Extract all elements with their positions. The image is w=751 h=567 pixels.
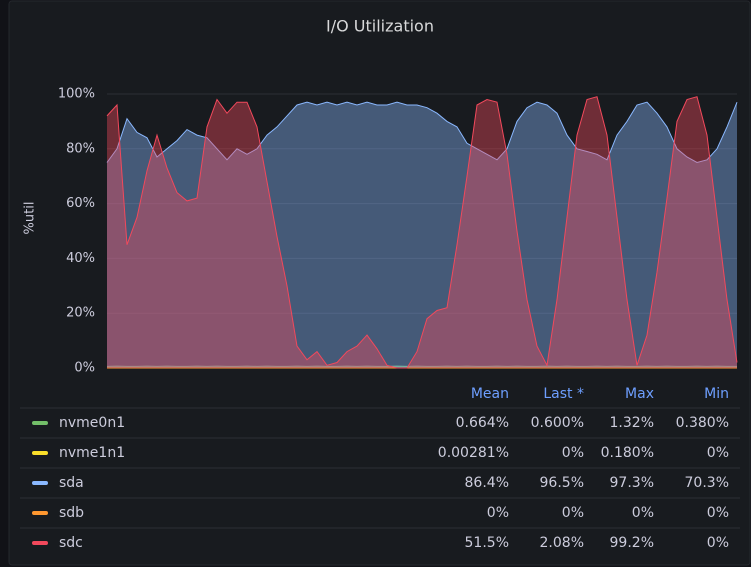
y-tick-label: 20% xyxy=(66,306,95,321)
legend-stat: 1.32% xyxy=(610,415,654,431)
legend-stat: 0.180% xyxy=(601,445,654,461)
y-tick-label: 60% xyxy=(66,196,95,211)
legend-name: sda xyxy=(59,475,84,491)
legend-stat: 86.4% xyxy=(465,475,509,491)
series-area xyxy=(107,96,737,368)
legend-swatch xyxy=(32,481,48,485)
legend-stat: 99.2% xyxy=(610,535,654,551)
legend-name: sdb xyxy=(59,505,84,521)
legend-name: nvme0n1 xyxy=(59,415,125,431)
legend-stat: 0% xyxy=(707,505,729,521)
legend-swatch xyxy=(32,511,48,515)
legend-column-header: Mean xyxy=(471,386,509,402)
series-line xyxy=(106,101,738,164)
legend-column-header: Min xyxy=(704,386,729,402)
legend-swatch xyxy=(32,541,48,545)
legend-name: nvme1n1 xyxy=(59,445,125,461)
legend-stat: 0.664% xyxy=(456,415,509,431)
legend-stat: 96.5% xyxy=(540,475,584,491)
y-axis-label: %util xyxy=(23,202,38,235)
legend-stat: 0% xyxy=(632,505,654,521)
chart-title: I/O Utilization xyxy=(326,17,434,36)
legend-swatch xyxy=(32,421,48,425)
legend-stat: 2.08% xyxy=(540,535,584,551)
legend-stat: 0% xyxy=(707,445,729,461)
legend-stat: 0.00281% xyxy=(438,445,509,461)
legend-stat: 0.600% xyxy=(531,415,584,431)
panel-background xyxy=(8,0,751,566)
y-tick-label: 80% xyxy=(66,141,95,156)
legend-name: sdc xyxy=(59,535,83,551)
legend-swatch xyxy=(32,451,48,455)
legend-column-header: Max xyxy=(625,386,654,402)
y-tick-label: 40% xyxy=(66,251,95,266)
legend-stat: 70.3% xyxy=(685,475,729,491)
legend-column-header: Last * xyxy=(543,386,584,402)
legend-stat: 0% xyxy=(487,505,509,521)
legend-stat: 97.3% xyxy=(610,475,654,491)
legend-stat: 51.5% xyxy=(465,535,509,551)
legend-stat: 0% xyxy=(562,505,584,521)
series-line xyxy=(106,96,738,369)
legend-stat: 0.380% xyxy=(676,415,729,431)
y-tick-label: 0% xyxy=(74,361,95,376)
y-tick-label: 100% xyxy=(58,87,95,102)
legend-stat: 0% xyxy=(707,535,729,551)
legend-stat: 0% xyxy=(562,445,584,461)
